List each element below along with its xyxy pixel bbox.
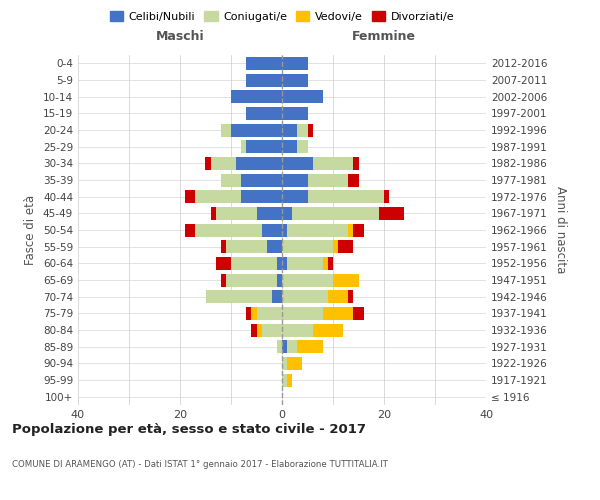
Bar [216, 207, 257, 220]
Bar [298, 140, 308, 153]
Bar [211, 207, 216, 220]
Bar [282, 57, 308, 70]
Bar [282, 240, 333, 253]
Bar [353, 224, 364, 236]
Bar [287, 224, 349, 236]
Bar [287, 257, 323, 270]
Bar [379, 207, 404, 220]
Bar [251, 324, 257, 336]
Bar [282, 224, 287, 236]
Bar [236, 157, 282, 170]
Bar [323, 307, 353, 320]
Bar [196, 190, 241, 203]
Bar [282, 190, 308, 203]
Bar [226, 274, 277, 286]
Bar [333, 240, 338, 253]
Bar [282, 174, 308, 186]
Bar [282, 124, 298, 136]
Bar [287, 357, 302, 370]
Text: Maschi: Maschi [155, 30, 205, 43]
Bar [196, 224, 262, 236]
Bar [333, 274, 359, 286]
Bar [287, 374, 292, 386]
Bar [221, 240, 226, 253]
Bar [282, 90, 323, 103]
Text: COMUNE DI ARAMENGO (AT) - Dati ISTAT 1° gennaio 2017 - Elaborazione TUTTITALIA.I: COMUNE DI ARAMENGO (AT) - Dati ISTAT 1° … [12, 460, 388, 469]
Bar [206, 290, 272, 303]
Bar [221, 274, 226, 286]
Bar [328, 290, 349, 303]
Bar [277, 274, 282, 286]
Bar [241, 190, 282, 203]
Bar [282, 357, 287, 370]
Bar [221, 124, 231, 136]
Legend: Celibi/Nubili, Coniugati/e, Vedovi/e, Divorziati/e: Celibi/Nubili, Coniugati/e, Vedovi/e, Di… [106, 6, 458, 26]
Y-axis label: Anni di nascita: Anni di nascita [554, 186, 567, 274]
Bar [247, 57, 282, 70]
Bar [216, 257, 231, 270]
Bar [247, 107, 282, 120]
Bar [257, 324, 262, 336]
Bar [247, 74, 282, 86]
Bar [308, 174, 349, 186]
Bar [282, 324, 313, 336]
Bar [231, 90, 282, 103]
Bar [277, 340, 282, 353]
Bar [185, 224, 196, 236]
Bar [338, 240, 353, 253]
Bar [313, 324, 343, 336]
Bar [277, 257, 282, 270]
Bar [221, 174, 241, 186]
Bar [323, 257, 328, 270]
Bar [349, 290, 353, 303]
Bar [282, 290, 328, 303]
Bar [257, 207, 282, 220]
Bar [282, 307, 323, 320]
Bar [349, 174, 359, 186]
Text: Femmine: Femmine [352, 30, 416, 43]
Bar [353, 307, 364, 320]
Bar [298, 124, 308, 136]
Bar [308, 124, 313, 136]
Bar [241, 174, 282, 186]
Bar [282, 74, 308, 86]
Bar [282, 340, 287, 353]
Bar [185, 190, 196, 203]
Bar [211, 157, 236, 170]
Bar [267, 240, 282, 253]
Bar [282, 107, 308, 120]
Bar [257, 307, 282, 320]
Bar [247, 140, 282, 153]
Bar [247, 307, 251, 320]
Bar [384, 190, 389, 203]
Bar [313, 157, 353, 170]
Bar [353, 157, 359, 170]
Bar [282, 374, 287, 386]
Bar [262, 324, 282, 336]
Bar [328, 257, 333, 270]
Bar [282, 274, 333, 286]
Bar [308, 190, 384, 203]
Bar [292, 207, 379, 220]
Bar [282, 140, 298, 153]
Bar [206, 157, 211, 170]
Bar [298, 340, 323, 353]
Bar [349, 224, 353, 236]
Bar [282, 257, 287, 270]
Bar [226, 240, 267, 253]
Bar [282, 207, 292, 220]
Bar [231, 257, 277, 270]
Bar [231, 124, 282, 136]
Bar [241, 140, 247, 153]
Y-axis label: Fasce di età: Fasce di età [25, 195, 37, 265]
Bar [262, 224, 282, 236]
Text: Popolazione per età, sesso e stato civile - 2017: Popolazione per età, sesso e stato civil… [12, 422, 366, 436]
Bar [251, 307, 257, 320]
Bar [287, 340, 298, 353]
Bar [282, 157, 313, 170]
Bar [272, 290, 282, 303]
